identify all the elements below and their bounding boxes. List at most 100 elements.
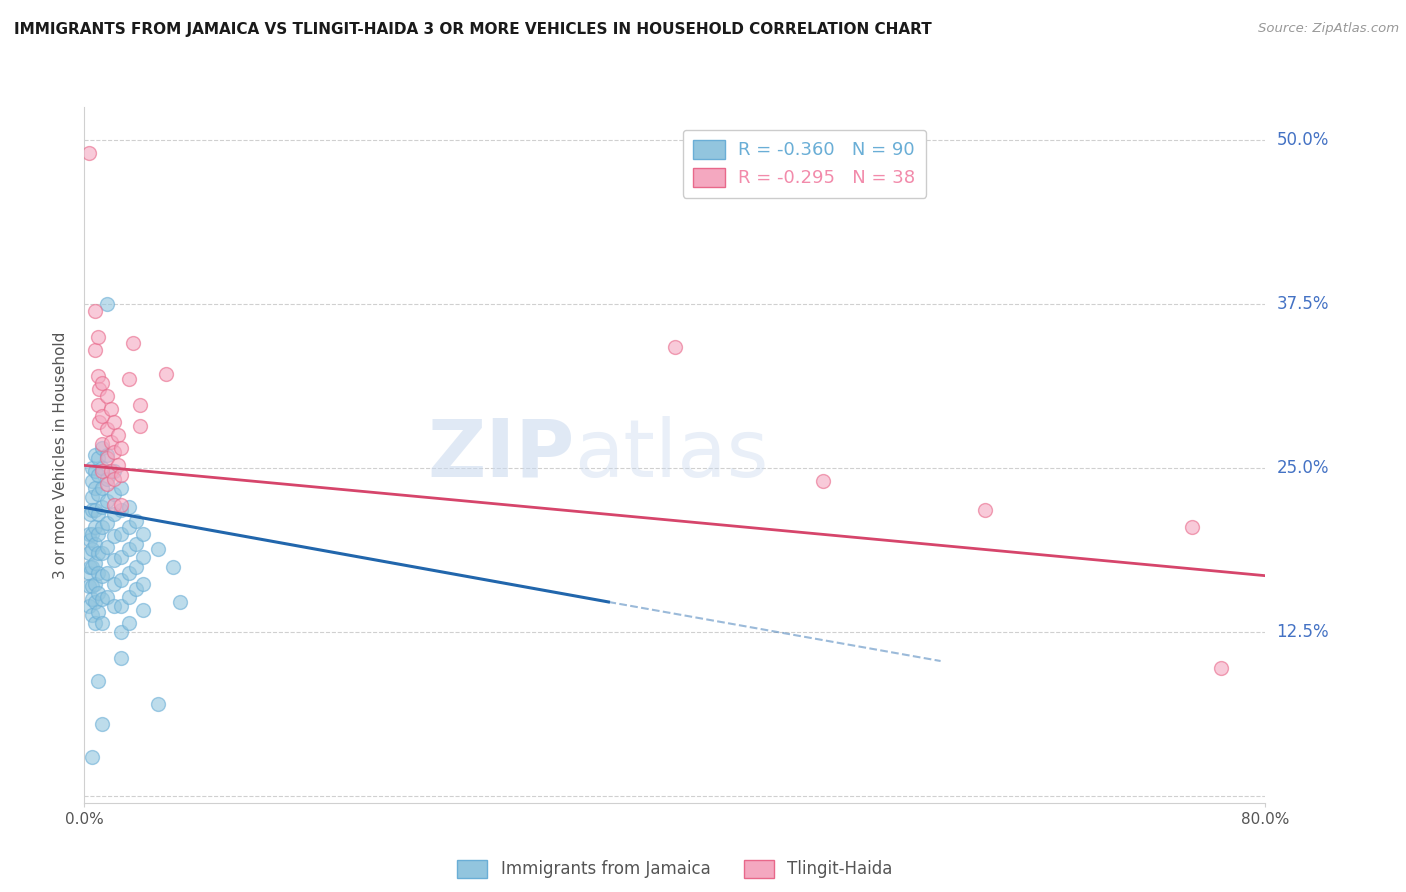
Point (118, 566, 141, 580)
Point (811, 474, 834, 488)
Point (132, 550, 155, 565)
Point (110, 625, 132, 640)
Point (125, 537, 148, 551)
Point (91, 717, 114, 731)
Text: Source: ZipAtlas.com: Source: ZipAtlas.com (1258, 22, 1399, 36)
Point (79, 533, 101, 548)
Point (86, 450, 108, 465)
Point (86, 526, 108, 541)
Point (103, 576, 125, 591)
Point (86, 487, 108, 501)
Point (77, 599, 100, 613)
Point (83, 343, 105, 357)
Point (86, 673, 108, 688)
Point (83, 481, 105, 495)
Point (169, 595, 191, 609)
Point (86, 369, 108, 384)
Point (96, 494, 118, 508)
Point (118, 542, 141, 557)
Point (664, 340, 686, 354)
Point (91, 568, 114, 582)
Point (80, 526, 103, 541)
Point (86, 606, 108, 620)
Point (125, 559, 148, 574)
Point (91, 615, 114, 630)
Point (122, 336, 145, 351)
Text: 50.0%: 50.0% (1277, 131, 1329, 149)
Point (103, 529, 125, 543)
Point (103, 553, 125, 567)
Point (83, 576, 105, 591)
Point (86, 330, 108, 344)
Point (103, 507, 125, 521)
Point (77, 146, 100, 161)
Point (103, 471, 125, 485)
Point (96, 516, 118, 531)
Point (103, 445, 125, 459)
Point (110, 550, 132, 565)
Point (83, 537, 105, 551)
Point (83, 520, 105, 534)
Point (148, 542, 170, 557)
Point (91, 376, 114, 390)
Point (125, 514, 148, 528)
Point (96, 566, 118, 580)
Point (91, 442, 114, 456)
Y-axis label: 3 or more Vehicles in Household: 3 or more Vehicles in Household (53, 331, 69, 579)
Text: IMMIGRANTS FROM JAMAICA VS TLINGIT-HAIDA 3 OR MORE VEHICLES IN HOUSEHOLD CORRELA: IMMIGRANTS FROM JAMAICA VS TLINGIT-HAIDA… (14, 22, 932, 37)
Point (86, 586, 108, 600)
Point (118, 520, 141, 534)
Point (83, 303, 105, 318)
Point (80, 592, 103, 607)
Point (83, 448, 105, 462)
Point (96, 297, 118, 311)
Point (80, 749, 103, 764)
Point (96, 450, 118, 465)
Text: ZIP: ZIP (427, 416, 575, 494)
Point (83, 595, 105, 609)
Point (96, 422, 118, 436)
Point (110, 651, 132, 665)
Point (110, 498, 132, 512)
Point (96, 389, 118, 403)
Point (132, 603, 155, 617)
Point (91, 500, 114, 515)
Point (129, 419, 152, 434)
Point (107, 458, 129, 473)
Text: 25.0%: 25.0% (1277, 459, 1329, 477)
Point (91, 481, 114, 495)
Point (129, 398, 152, 412)
Point (100, 434, 122, 449)
Point (80, 474, 103, 488)
Point (118, 500, 141, 515)
Point (80, 503, 103, 517)
Point (83, 503, 105, 517)
Point (110, 467, 132, 482)
Point (100, 401, 122, 416)
Point (132, 526, 155, 541)
Point (83, 556, 105, 570)
Point (80, 559, 103, 574)
Point (110, 599, 132, 613)
Point (86, 507, 108, 521)
Point (100, 464, 122, 478)
Point (103, 599, 125, 613)
Point (83, 615, 105, 630)
Point (87, 415, 111, 429)
Legend: Immigrants from Jamaica, Tlingit-Haida: Immigrants from Jamaica, Tlingit-Haida (451, 853, 898, 885)
Point (162, 559, 184, 574)
Point (77, 579, 100, 593)
Point (80, 608, 103, 623)
Point (103, 464, 125, 478)
Point (110, 573, 132, 587)
Point (103, 498, 125, 512)
Point (86, 546, 108, 560)
Point (91, 592, 114, 607)
Point (79, 507, 101, 521)
Point (91, 437, 114, 451)
Point (87, 382, 111, 396)
Point (91, 546, 114, 560)
Point (118, 372, 141, 386)
Point (91, 520, 114, 534)
Point (77, 566, 100, 580)
